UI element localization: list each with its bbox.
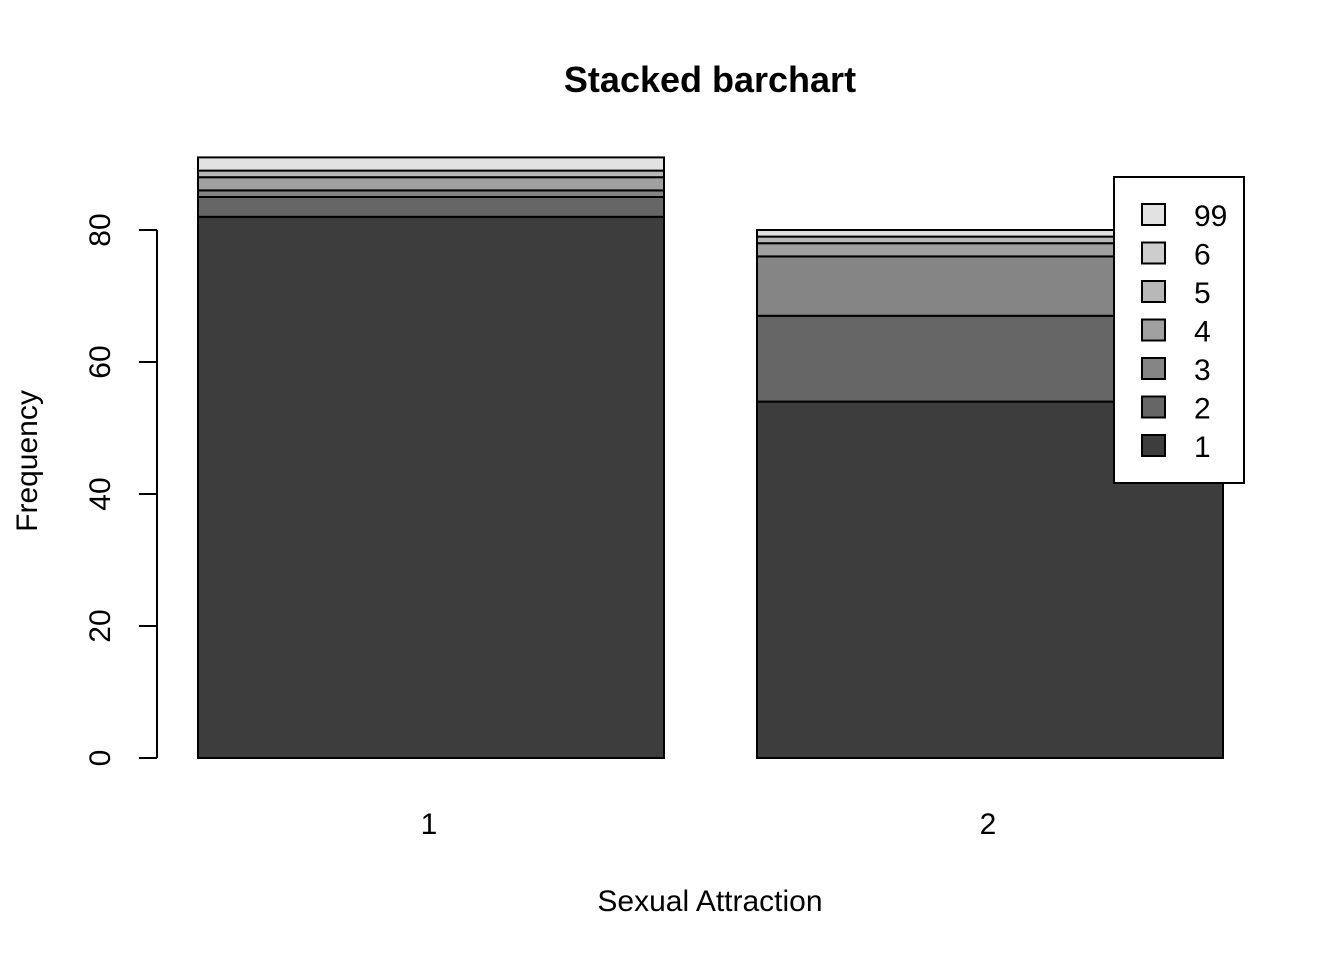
bar-segment-cat-1-series-1 bbox=[197, 215, 665, 760]
legend-label: 6 bbox=[1194, 239, 1211, 272]
bar-segment-cat-1-series-4 bbox=[197, 176, 665, 192]
x-axis-label: Sexual Attraction bbox=[597, 885, 822, 918]
legend-swatch bbox=[1141, 357, 1166, 380]
bar-segment-cat-1-series-99 bbox=[197, 156, 665, 172]
y-tick-label: 0 bbox=[84, 750, 117, 767]
y-tick-label: 40 bbox=[84, 477, 117, 510]
legend-label: 4 bbox=[1194, 316, 1211, 349]
y-tick-label: 60 bbox=[84, 345, 117, 378]
legend-swatch bbox=[1141, 395, 1166, 419]
legend-swatch bbox=[1141, 203, 1166, 226]
y-tick-label: 20 bbox=[84, 609, 117, 642]
bars-layer bbox=[197, 156, 1224, 760]
x-tick-label: 1 bbox=[421, 808, 438, 841]
legend-swatch bbox=[1141, 318, 1166, 342]
legend-label: 1 bbox=[1194, 431, 1211, 464]
legend-swatch bbox=[1141, 434, 1166, 457]
legend-label: 2 bbox=[1194, 393, 1211, 426]
legend-swatch bbox=[1141, 241, 1166, 265]
legend-swatch bbox=[1141, 280, 1166, 303]
legend-label: 99 bbox=[1194, 200, 1227, 233]
legend-label: 3 bbox=[1194, 354, 1211, 387]
legend-label: 5 bbox=[1194, 277, 1211, 310]
bar-segment-cat-1-series-2 bbox=[197, 196, 665, 218]
x-tick-label: 2 bbox=[980, 808, 997, 841]
legend-box bbox=[1113, 176, 1245, 484]
legend: 99 6 5 4 3 2 1 bbox=[1113, 176, 1245, 484]
y-axis: 0 20 40 60 80 bbox=[84, 213, 158, 767]
y-tick-label: 80 bbox=[84, 213, 117, 246]
y-axis-label: Frequency bbox=[11, 390, 44, 532]
chart-title: Stacked barchart bbox=[564, 59, 856, 100]
